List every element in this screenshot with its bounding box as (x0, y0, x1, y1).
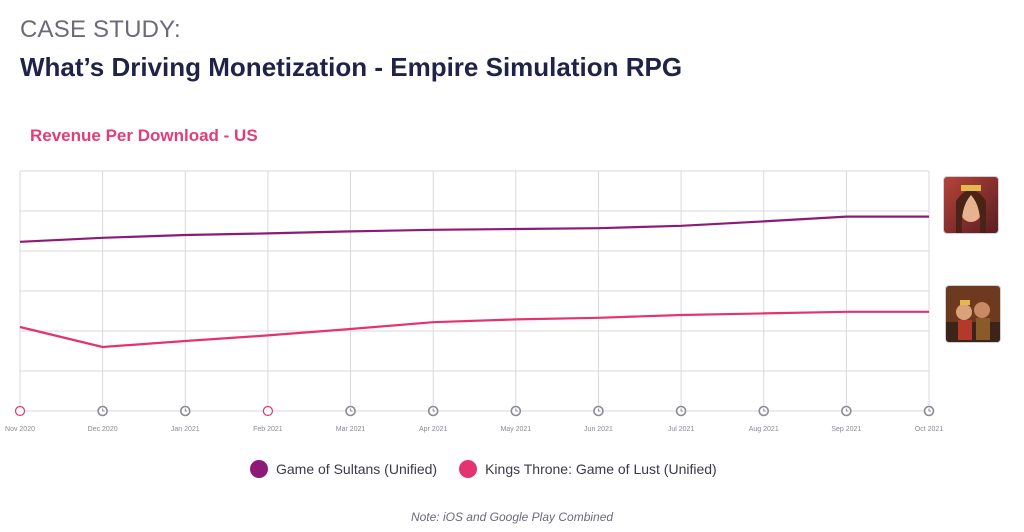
x-tick-label: Sep 2021 (831, 426, 861, 433)
clock-hand (763, 408, 766, 412)
clock-hand (350, 408, 353, 412)
x-tick-label: Oct 2021 (915, 426, 944, 433)
clock-hand (515, 408, 518, 412)
kings-throne-app-icon[interactable] (946, 286, 1000, 342)
series-line-game-of-sultans (19, 215, 929, 243)
x-tick-label: Jan 2021 (171, 426, 200, 433)
x-tick-label: Aug 2021 (749, 426, 779, 433)
page-title: What’s Driving Monetization - Empire Sim… (20, 52, 683, 82)
clock-hand (432, 408, 436, 412)
x-tick-label: Nov 2020 (5, 426, 35, 433)
x-tick-label: Mar 2021 (336, 426, 366, 433)
x-tick-label: Jun 2021 (584, 426, 613, 433)
case-study-label: CASE STUDY: (20, 16, 181, 43)
clock-hand (928, 408, 931, 412)
legend-label-kings-throne: Kings Throne: Game of Lust (Unified) (485, 461, 717, 477)
footnote: Note: iOS and Google Play Combined (410, 510, 614, 524)
game-of-sultans-app-icon[interactable] (944, 177, 998, 233)
tick-marker-icon (262, 405, 274, 417)
legend-swatch-kings-throne (459, 460, 478, 478)
x-tick-label: Jul 2021 (668, 426, 695, 433)
legend-item-kings-throne[interactable]: Kings Throne: Game of Lust (Unified) (459, 460, 717, 478)
chart-title: Revenue Per Download - US (30, 126, 258, 145)
x-tick-label: May 2021 (500, 426, 531, 433)
clock-hand (184, 408, 188, 412)
x-tick-label: Dec 2020 (88, 426, 118, 433)
tick-marker-icon (14, 405, 26, 417)
clock-hand (102, 408, 105, 412)
legend-label-game-of-sultans: Game of Sultans (Unified) (276, 461, 438, 477)
clock-hand (597, 408, 601, 412)
legend-item-game-of-sultans[interactable]: Game of Sultans (Unified) (250, 460, 437, 478)
legend-swatch-game-of-sultans (250, 460, 268, 478)
x-tick-label: Apr 2021 (419, 426, 448, 433)
clock-hand (680, 408, 684, 412)
x-tick-label: Feb 2021 (253, 426, 283, 433)
series-line-kings-throne (19, 310, 929, 349)
clock-hand (845, 408, 849, 412)
chart-legend: Game of Sultans (Unified) Kings Throne: … (250, 460, 739, 478)
